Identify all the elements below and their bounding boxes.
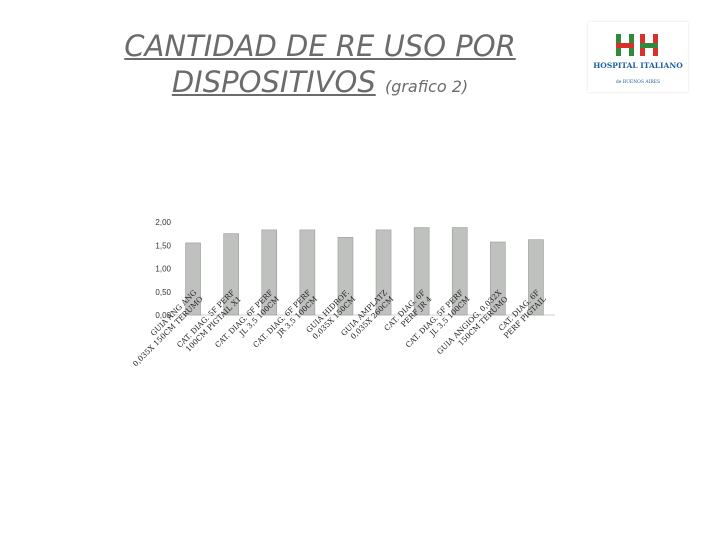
hospital-logo: HOSPITAL ITALIANO de BUENOS AIRES bbox=[588, 22, 688, 92]
bar bbox=[223, 233, 239, 316]
bar bbox=[185, 242, 201, 316]
bar bbox=[337, 237, 354, 316]
y-tick-label: 2,00 bbox=[155, 218, 171, 227]
hh-logo-icon bbox=[616, 34, 658, 56]
title-main: CANTIDAD DE RE USO POR DISPOSITIVOS bbox=[124, 29, 516, 99]
bar bbox=[528, 239, 544, 316]
y-tick-label: 0,50 bbox=[155, 288, 171, 297]
title-sub: (grafico 2) bbox=[384, 77, 469, 96]
bar bbox=[375, 229, 392, 316]
bar bbox=[490, 241, 506, 316]
bar bbox=[413, 227, 430, 316]
bar bbox=[451, 227, 468, 316]
logo-tagline: de BUENOS AIRES bbox=[615, 80, 661, 85]
bar bbox=[261, 229, 278, 316]
y-tick-label: 1,00 bbox=[155, 265, 171, 274]
bar bbox=[299, 229, 316, 316]
page-title: CANTIDAD DE RE USO POR DISPOSITIVOS (gra… bbox=[100, 28, 540, 105]
y-tick-label: 0,00 bbox=[155, 311, 171, 320]
logo-name: HOSPITAL ITALIANO bbox=[593, 61, 683, 70]
y-tick-label: 1,50 bbox=[155, 241, 171, 250]
